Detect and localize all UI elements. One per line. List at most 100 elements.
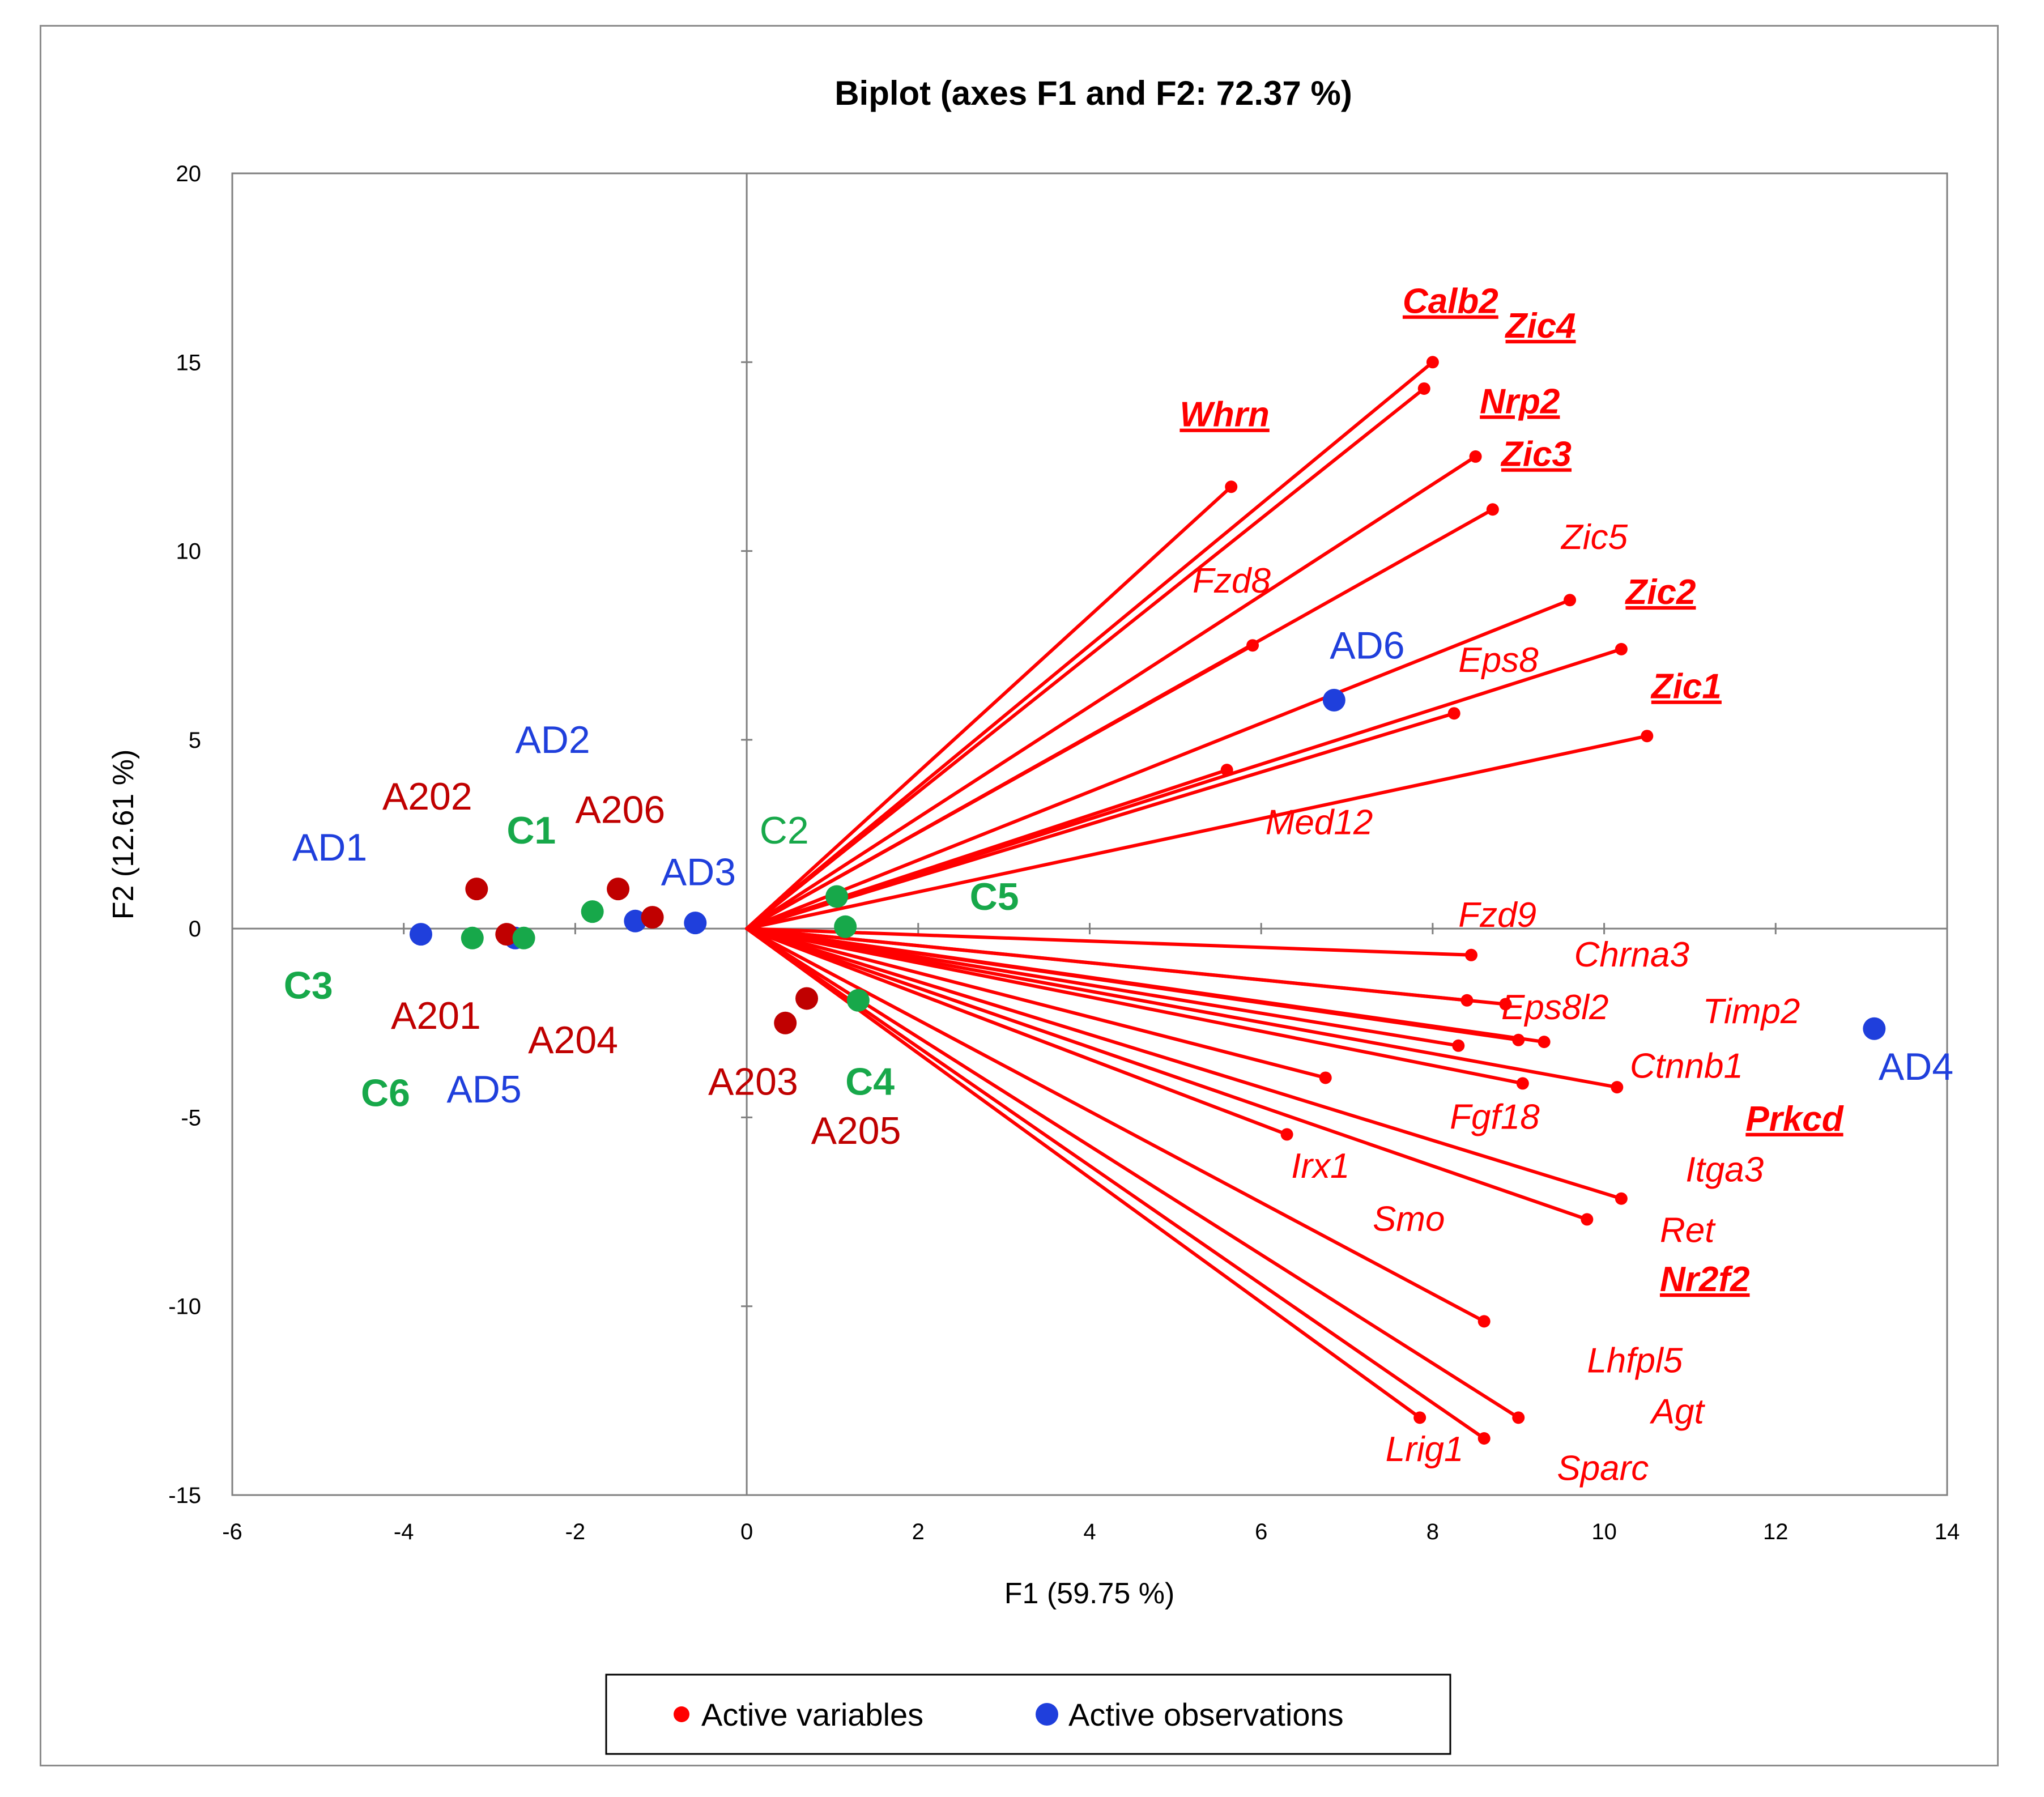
- observation-label-a206: A206: [575, 789, 665, 832]
- x-tick-label: 6: [1255, 1519, 1267, 1544]
- variable-point-zic2: [1615, 642, 1628, 655]
- variable-vector-nrp2: [745, 454, 1477, 931]
- variable-vector-whrn: [745, 485, 1233, 931]
- variable-label-lrig1: Lrig1: [1386, 1430, 1464, 1469]
- variable-point-whrn: [1225, 480, 1238, 493]
- observation-point-c3: [461, 926, 484, 949]
- observation-label-c2: C2: [760, 809, 809, 852]
- variable-label-eps8l2: Eps8l2: [1501, 988, 1609, 1027]
- variable-label-zic3: Zic3: [1500, 435, 1572, 474]
- variable-label-prkcd: Prkcd: [1745, 1100, 1843, 1139]
- variable-point-fgf18: [1516, 1077, 1529, 1090]
- variable-point-zic4: [1417, 382, 1430, 395]
- y-tick-label: 15: [176, 350, 202, 375]
- variable-label-nrp2: Nrp2: [1480, 382, 1560, 421]
- variable-point-smo: [1280, 1128, 1293, 1141]
- y-tick-label: 20: [176, 161, 202, 186]
- variable-point-fzd8: [1246, 639, 1259, 652]
- legend-variables-marker: [674, 1706, 689, 1722]
- observation-point-ad1: [409, 923, 432, 946]
- y-axis-title: F2 (12.61 %): [107, 750, 140, 920]
- variable-label-whrn: Whrn: [1179, 395, 1269, 435]
- observation-point-a203: [774, 1011, 797, 1034]
- x-tick-label: 4: [1083, 1519, 1096, 1544]
- x-tick-label: -4: [394, 1519, 414, 1544]
- variable-label-irx1: Irx1: [1291, 1147, 1349, 1186]
- observation-label-a204: A204: [528, 1019, 618, 1062]
- variable-point-nr2f2: [1452, 1039, 1465, 1052]
- observation-label-a203: A203: [708, 1060, 798, 1103]
- observation-point-c1: [581, 900, 604, 923]
- variable-label-timp2: Timp2: [1703, 992, 1800, 1031]
- variable-label-itga3: Itga3: [1685, 1151, 1764, 1190]
- variable-point-chrna3: [1499, 998, 1512, 1011]
- variable-label-zic1: Zic1: [1650, 667, 1722, 706]
- observation-label-ad3: AD3: [661, 850, 736, 893]
- observation-point-a206: [607, 878, 630, 901]
- variable-label-chrna3: Chrna3: [1574, 935, 1689, 974]
- variable-label-agt: Agt: [1649, 1392, 1706, 1431]
- variable-point-eps8l2: [1460, 994, 1474, 1007]
- variable-vector-irx1: [745, 927, 1327, 1080]
- variable-vector-fgf18: [745, 927, 1525, 1085]
- observation-point-a202: [465, 878, 488, 901]
- y-tick-label: -15: [168, 1483, 201, 1508]
- variable-point-ctnnb1: [1611, 1081, 1624, 1094]
- variable-point-agt: [1512, 1411, 1525, 1424]
- variable-vector-eps8: [745, 712, 1456, 931]
- legend-observations-label: Active observations: [1068, 1697, 1344, 1732]
- variable-label-lhfpl5: Lhfpl5: [1587, 1341, 1683, 1380]
- observation-point-a201: [495, 923, 518, 946]
- variable-label-ret: Ret: [1660, 1211, 1716, 1250]
- legend-box: [605, 1673, 1451, 1755]
- observation-label-c3: C3: [284, 964, 333, 1007]
- variable-vector-prkcd: [745, 927, 1521, 1042]
- variable-point-lhfpl5: [1477, 1315, 1491, 1328]
- variable-label-fzd9: Fzd9: [1458, 896, 1536, 935]
- variable-label-nr2f2: Nr2f2: [1660, 1260, 1750, 1299]
- legend: Active variables Active observations: [605, 1673, 1451, 1755]
- y-tick-label: 0: [189, 917, 201, 942]
- observation-label-c6: C6: [361, 1071, 410, 1114]
- observation-point-c2: [825, 885, 849, 908]
- observation-label-a205: A205: [811, 1109, 901, 1152]
- variable-label-zic2: Zic2: [1624, 573, 1696, 612]
- variable-point-ret: [1581, 1213, 1594, 1226]
- observation-label-c4: C4: [845, 1060, 895, 1103]
- variable-label-smo: Smo: [1373, 1199, 1445, 1238]
- variable-label-eps8: Eps8: [1458, 641, 1539, 680]
- x-tick-label: -6: [222, 1519, 242, 1544]
- variable-vector-nr2f2: [745, 927, 1460, 1047]
- x-tick-label: 14: [1935, 1519, 1960, 1544]
- observation-label-ad5: AD5: [446, 1068, 521, 1111]
- variable-label-med12: Med12: [1266, 803, 1373, 842]
- variable-label-calb2: Calb2: [1403, 282, 1498, 321]
- observation-point-c4: [846, 989, 870, 1012]
- observation-label-ad1: AD1: [292, 826, 367, 869]
- observation-label-ad4: AD4: [1879, 1045, 1953, 1088]
- variable-label-fgf18: Fgf18: [1450, 1097, 1540, 1136]
- vectors-layer: [745, 360, 1649, 1441]
- observation-label-a202: A202: [382, 775, 472, 818]
- variable-vector-sparc: [745, 927, 1486, 1441]
- y-tick-label: 5: [189, 728, 201, 753]
- variable-vector-med12: [745, 768, 1229, 931]
- observation-point-ad4: [1863, 1017, 1886, 1040]
- variable-vector-zic5: [745, 598, 1572, 931]
- variable-point-prkcd: [1512, 1033, 1525, 1046]
- x-tick-label: 2: [912, 1519, 925, 1544]
- variable-vector-fzd8: [745, 644, 1255, 931]
- observation-point-ad3: [624, 909, 647, 932]
- variable-vector-eps8l2: [745, 927, 1469, 1002]
- variable-point-zic1: [1641, 730, 1654, 743]
- x-tick-label: 10: [1591, 1519, 1617, 1544]
- variable-point-timp2: [1538, 1036, 1551, 1049]
- variable-vector-agt: [745, 927, 1521, 1420]
- variable-point-calb2: [1426, 356, 1439, 369]
- observation-point-c6: [512, 926, 535, 949]
- variable-point-med12: [1220, 764, 1233, 777]
- observation-point-a204: [641, 906, 664, 929]
- variable-point-irx1: [1319, 1071, 1332, 1084]
